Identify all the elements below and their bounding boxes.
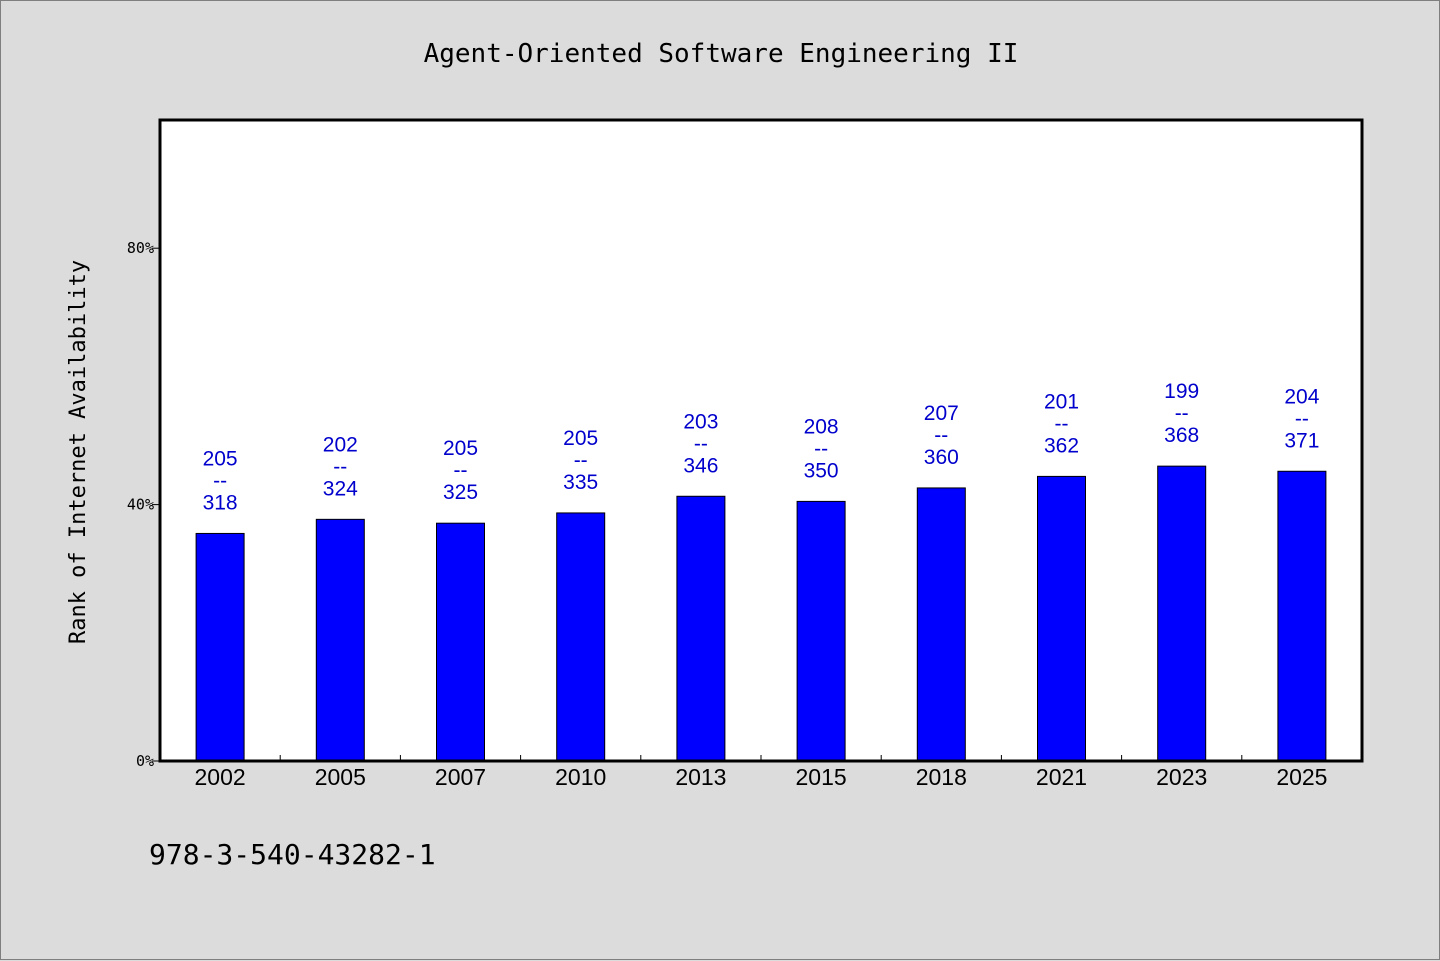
data-label-bottom: 325 <box>443 481 478 504</box>
data-label-2013: 203--346 <box>683 410 718 477</box>
x-axis: 2002 2005 2007 2010 2013 2015 2018 2021 2023 2025 <box>195 755 1327 790</box>
data-label-2002: 205--318 <box>203 447 238 514</box>
data-label-top: 205 <box>443 437 478 460</box>
x-tick-label: 2025 <box>1276 764 1327 790</box>
bar-2015 <box>796 500 846 762</box>
bars <box>195 465 1327 762</box>
x-tick-label: 2002 <box>195 764 246 790</box>
bar-2002 <box>195 532 245 762</box>
x-tick-label: 2013 <box>675 764 726 790</box>
data-label-separator: -- <box>814 437 828 460</box>
data-label-top: 208 <box>804 415 839 438</box>
x-tick-label: 2010 <box>555 764 606 790</box>
data-label-2015: 208--350 <box>804 415 839 482</box>
y-tick-label: 80% <box>127 239 154 257</box>
data-label-2023: 199--368 <box>1164 380 1199 447</box>
bar-2018 <box>916 487 966 762</box>
plot-border <box>158 118 1364 763</box>
data-label-separator: -- <box>213 469 227 492</box>
y-axis-label: Rank of Internet Availability <box>66 260 91 644</box>
data-label-separator: -- <box>1175 402 1189 425</box>
y-axis: 0% 40% 80% <box>127 239 160 770</box>
isbn-footer: 978-3-540-43282-1 <box>149 838 436 871</box>
data-label-2007: 205--325 <box>443 437 478 504</box>
data-label-2010: 205--335 <box>563 427 598 494</box>
data-label-top: 205 <box>203 447 238 470</box>
data-label-separator: -- <box>333 455 347 478</box>
x-tick-label: 2018 <box>916 764 967 790</box>
bar-2021 <box>1037 475 1086 762</box>
bar-2005 <box>315 518 365 762</box>
y-tick-label: 40% <box>127 496 154 514</box>
data-label-separator: -- <box>1295 407 1309 430</box>
data-label-2025: 204--371 <box>1284 385 1319 452</box>
data-label-bottom: 371 <box>1284 429 1319 452</box>
bar-2013 <box>676 495 726 762</box>
x-tick-label: 2007 <box>435 764 486 790</box>
bar-2025 <box>1277 470 1327 762</box>
x-tick-label: 2021 <box>1036 764 1087 790</box>
x-tick-label: 2023 <box>1156 764 1207 790</box>
data-label-top: 205 <box>563 427 598 450</box>
data-label-bottom: 324 <box>323 477 358 500</box>
data-label-2021: 201--362 <box>1044 390 1079 457</box>
bar-2010 <box>556 512 606 762</box>
data-label-2018: 207--360 <box>924 402 959 469</box>
data-label-top: 201 <box>1044 390 1079 413</box>
data-label-bottom: 346 <box>683 454 718 477</box>
data-label-bottom: 360 <box>924 446 959 469</box>
x-tick-label: 2015 <box>796 764 847 790</box>
data-label-top: 203 <box>683 410 718 433</box>
data-label-separator: -- <box>1055 412 1069 435</box>
data-label-bottom: 368 <box>1164 424 1199 447</box>
data-label-separator: -- <box>694 432 708 455</box>
data-label-separator: -- <box>454 459 468 482</box>
data-label-bottom: 350 <box>804 459 839 482</box>
data-label-2005: 202--324 <box>323 433 358 500</box>
data-label-top: 207 <box>924 402 959 425</box>
bar-2007 <box>436 522 485 762</box>
data-label-top: 202 <box>323 433 358 456</box>
x-tick-label: 2005 <box>315 764 366 790</box>
data-label-top: 199 <box>1164 380 1199 403</box>
data-label-separator: -- <box>574 449 588 472</box>
data-label-bottom: 335 <box>563 471 598 494</box>
y-tick-label: 0% <box>136 752 154 770</box>
bar-2023 <box>1157 465 1207 762</box>
data-label-separator: -- <box>934 424 948 447</box>
data-labels: 205--318202--324205--325205--335203--346… <box>203 380 1320 514</box>
chart-title: Agent-Oriented Software Engineering II <box>424 39 1019 69</box>
data-label-bottom: 362 <box>1044 434 1079 457</box>
data-label-bottom: 318 <box>203 491 238 514</box>
data-label-top: 204 <box>1284 385 1319 408</box>
